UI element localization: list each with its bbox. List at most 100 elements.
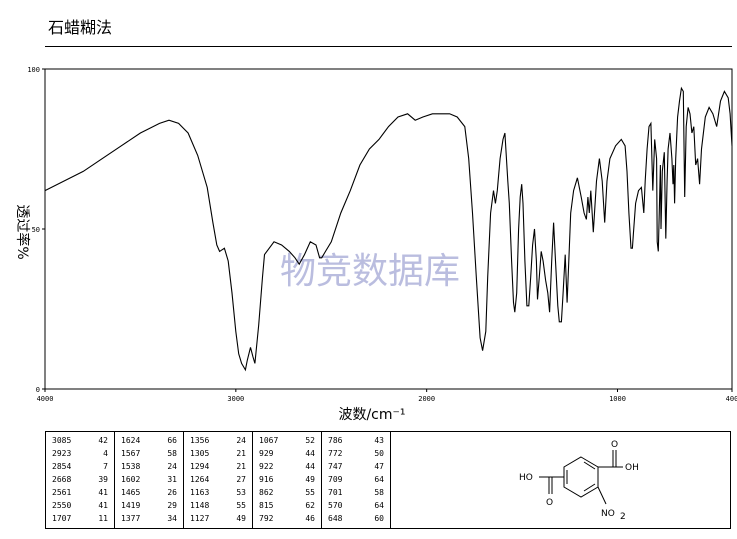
y-tick-label: 0 (36, 386, 40, 394)
peak-transmittance: 47 (374, 462, 384, 471)
peak-transmittance: 64 (374, 501, 384, 510)
peak-transmittance: 42 (98, 436, 108, 445)
x-axis: 4000 3000 2000 1000 400 (37, 389, 737, 403)
peak-wavenumber: 1305 (190, 449, 210, 458)
peak-wavenumber: 1163 (190, 488, 210, 497)
peak-wavenumber: 1602 (121, 475, 141, 484)
peak-wavenumber: 929 (259, 449, 274, 458)
peak-wavenumber: 648 (328, 514, 343, 523)
spectrum-line (44, 86, 733, 372)
x-axis-label: 波数/cm⁻¹ (338, 407, 405, 423)
structure-label-o-bottom: O (546, 498, 553, 508)
peak-transmittance: 55 (236, 501, 246, 510)
peak-transmittance: 41 (98, 501, 108, 510)
peak-transmittance: 21 (236, 462, 246, 471)
peak-table-row: 1264 27 (184, 473, 252, 486)
peak-transmittance: 58 (374, 488, 384, 497)
page-title: 石蜡糊法 (48, 18, 113, 37)
peak-wavenumber: 570 (328, 501, 343, 510)
peak-table-column: 1624 66 1567 58 1538 24 1602 31 1465 26 1419 29 1377… (115, 432, 184, 528)
peak-table-row: 570 64 (322, 499, 390, 512)
peak-transmittance: 64 (374, 475, 384, 484)
peak-transmittance: 46 (305, 514, 315, 523)
peak-wavenumber: 786 (328, 436, 343, 445)
peak-table-row: 1356 24 (184, 434, 252, 447)
peak-wavenumber: 1707 (52, 514, 72, 523)
x-tick-label: 400 (726, 395, 737, 403)
peak-transmittance: 43 (374, 436, 384, 445)
x-tick-label: 3000 (227, 395, 244, 403)
peak-table-row: 815 62 (253, 499, 321, 512)
peak-wavenumber: 3085 (52, 436, 72, 445)
y-axis: 100 50 0 (27, 66, 45, 394)
peak-transmittance: 29 (167, 501, 177, 510)
peak-wavenumber: 922 (259, 462, 274, 471)
peak-table-row: 709 64 (322, 473, 390, 486)
peak-table-row: 3085 42 (46, 434, 114, 447)
peak-transmittance: 52 (305, 436, 315, 445)
peak-wavenumber: 1419 (121, 501, 141, 510)
peak-table-column: 786 43 772 50 747 47 709 64 701 58 570 64 648 60 (322, 432, 391, 528)
peak-wavenumber: 1538 (121, 462, 141, 471)
peak-wavenumber: 2550 (52, 501, 72, 510)
peak-wavenumber: 701 (328, 488, 343, 497)
x-tick-label: 1000 (609, 395, 626, 403)
peak-wavenumber: 815 (259, 501, 274, 510)
peak-table-row: 1305 21 (184, 447, 252, 460)
peak-transmittance: 49 (236, 514, 246, 523)
peak-table-row: 1465 26 (115, 486, 183, 499)
peak-transmittance: 41 (98, 488, 108, 497)
structure-label-no2-subscript: 2 (620, 512, 626, 522)
y-tick-label: 50 (32, 226, 40, 234)
peak-table-row: 1567 58 (115, 447, 183, 460)
peak-table-row: 2561 41 (46, 486, 114, 499)
structure-label-ho: HO (519, 473, 533, 483)
peak-wavenumber: 1264 (190, 475, 210, 484)
peak-transmittance: 55 (305, 488, 315, 497)
peak-transmittance: 39 (98, 475, 108, 484)
peak-table-row: 1707 11 (46, 512, 114, 525)
y-axis-label: 透过率% (14, 204, 31, 259)
peak-table-row: 1419 29 (115, 499, 183, 512)
peak-table-row: 862 55 (253, 486, 321, 499)
peak-table-row: 772 50 (322, 447, 390, 460)
peak-wavenumber: 1148 (190, 501, 210, 510)
watermark: 物竞数据库 (280, 251, 460, 292)
ir-spectrum-chart: 4000 3000 2000 1000 400 100 50 0 物竞数据库 波数/cm⁻¹… (14, 66, 737, 423)
peak-table-row: 648 60 (322, 512, 390, 525)
peak-table-row: 2854 7 (46, 460, 114, 473)
peak-table-row: 1602 31 (115, 473, 183, 486)
structure-label-oh: OH (625, 463, 639, 473)
x-tick-label: 2000 (418, 395, 435, 403)
peak-table-row: 1624 66 (115, 434, 183, 447)
peak-wavenumber: 1624 (121, 436, 141, 445)
peak-transmittance: 66 (167, 436, 177, 445)
peak-table-row: 1067 52 (253, 434, 321, 447)
peak-wavenumber: 709 (328, 475, 343, 484)
peak-table-row: 2668 39 (46, 473, 114, 486)
peak-table-column: 3085 42 2923 4 2854 7 2668 39 2561 41 2550 41 1707 11 (46, 432, 115, 528)
peak-wavenumber: 2923 (52, 449, 72, 458)
peak-transmittance: 11 (98, 514, 108, 523)
peak-wavenumber: 2854 (52, 462, 72, 471)
peak-table-column: 1067 52 929 44 922 44 916 49 862 55 815 62 792 46 (253, 432, 322, 528)
peak-table-row: 1127 49 (184, 512, 252, 525)
peak-table-row: 2923 4 (46, 447, 114, 460)
peak-transmittance: 60 (374, 514, 384, 523)
peak-wavenumber: 1465 (121, 488, 141, 497)
peak-table-row: 922 44 (253, 460, 321, 473)
peak-transmittance: 7 (103, 462, 108, 471)
peak-table-row: 786 43 (322, 434, 390, 447)
peak-wavenumber: 1567 (121, 449, 141, 458)
peak-table-row: 1377 34 (115, 512, 183, 525)
peak-table-row: 1148 55 (184, 499, 252, 512)
peak-table-row: 747 47 (322, 460, 390, 473)
peak-transmittance: 26 (167, 488, 177, 497)
title-divider (45, 46, 732, 47)
peak-wavenumber: 2668 (52, 475, 72, 484)
chemical-structure: HO O O OH NO 2 (391, 432, 730, 528)
peak-table-row: 701 58 (322, 486, 390, 499)
peak-wavenumber: 1356 (190, 436, 210, 445)
peak-transmittance: 24 (167, 462, 177, 471)
x-tick-label: 4000 (37, 395, 54, 403)
